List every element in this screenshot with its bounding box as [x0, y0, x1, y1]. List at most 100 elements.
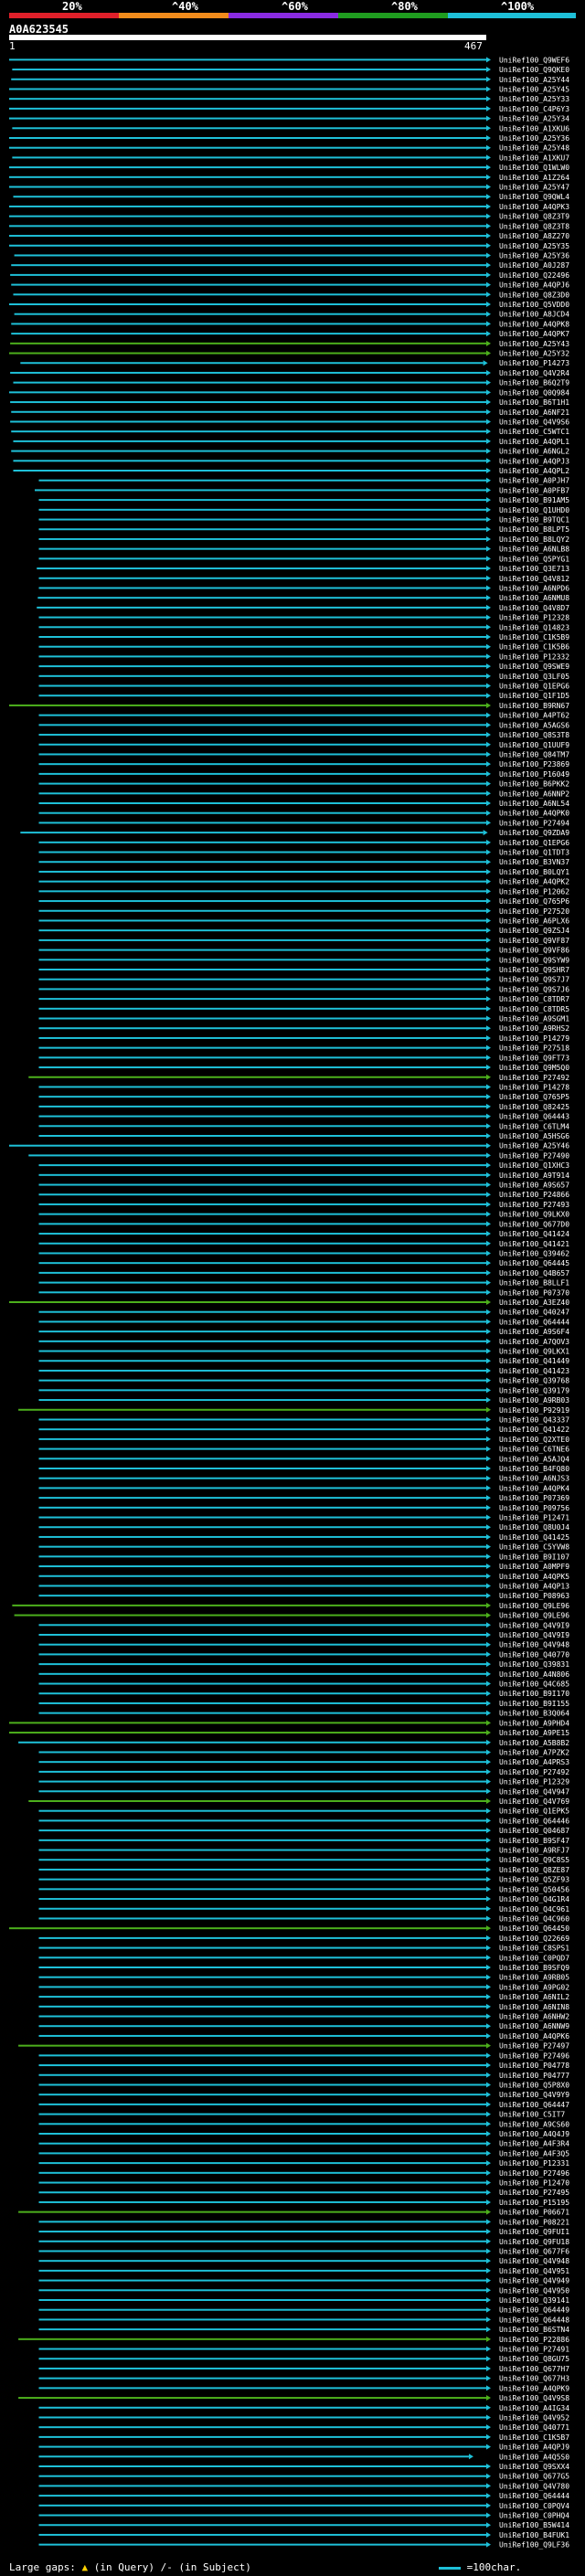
hit-id-label[interactable]: UniRef100_Q677D0 [499, 1220, 569, 1228]
hit-id-label[interactable]: UniRef100_Q9ZDA9 [499, 829, 569, 837]
hit-id-label[interactable]: UniRef100_A25Y46 [499, 1142, 569, 1150]
hit-id-label[interactable]: UniRef100_A6PLX6 [499, 917, 569, 925]
hit-id-label[interactable]: UniRef100_Q9VF86 [499, 947, 569, 955]
hit-id-label[interactable]: UniRef100_Q9FT73 [499, 1054, 569, 1062]
hit-id-label[interactable]: UniRef100_Q1EPG6 [499, 839, 569, 847]
hit-id-label[interactable]: UniRef100_A3EZ40 [499, 1299, 569, 1307]
hit-id-label[interactable]: UniRef100_A4PT62 [499, 712, 569, 720]
hit-id-label[interactable]: UniRef100_A6NHW2 [499, 2013, 569, 2021]
hit-id-label[interactable]: UniRef100_Q4V9I9 [499, 1631, 569, 1639]
hit-id-label[interactable]: UniRef100_Q39462 [499, 1249, 569, 1257]
hit-id-label[interactable]: UniRef100_Q4V9S6 [499, 418, 569, 426]
hit-id-label[interactable]: UniRef100_Q39831 [499, 1660, 569, 1669]
hit-id-label[interactable]: UniRef100_P15195 [499, 2199, 569, 2207]
hit-id-label[interactable]: UniRef100_C0PQD7 [499, 1954, 569, 1962]
hit-id-label[interactable]: UniRef100_A9S6F4 [499, 1328, 569, 1336]
hit-id-label[interactable]: UniRef100_A4QPK5 [499, 1573, 569, 1581]
hit-id-label[interactable]: UniRef100_Q9LKX0 [499, 1211, 569, 1219]
hit-id-label[interactable]: UniRef100_Q4V9S8 [499, 2394, 569, 2402]
hit-id-label[interactable]: UniRef100_B6T1H1 [499, 398, 569, 407]
hit-id-label[interactable]: UniRef100_Q4G1R4 [499, 1895, 569, 1903]
hit-id-label[interactable]: UniRef100_P27518 [499, 1044, 569, 1053]
hit-id-label[interactable]: UniRef100_B9RN67 [499, 702, 569, 710]
hit-id-label[interactable]: UniRef100_Q40247 [499, 1309, 569, 1317]
hit-id-label[interactable]: UniRef100_Q8Z3T8 [499, 222, 569, 230]
hit-id-label[interactable]: UniRef100_A5AGS6 [499, 721, 569, 729]
hit-id-label[interactable]: UniRef100_Q1EPG6 [499, 683, 569, 691]
hit-id-label[interactable]: UniRef100_Q5ZF93 [499, 1876, 569, 1884]
hit-id-label[interactable]: UniRef100_Q4V949 [499, 2277, 569, 2285]
hit-id-label[interactable]: UniRef100_Q9FUI1 [499, 2228, 569, 2236]
hit-id-label[interactable]: UniRef100_P04777 [499, 2072, 569, 2080]
hit-id-label[interactable]: UniRef100_C8TDR7 [499, 995, 569, 1003]
hit-id-label[interactable]: UniRef100_A5HSG6 [499, 1132, 569, 1140]
hit-id-label[interactable]: UniRef100_A4QPK6 [499, 2032, 569, 2041]
hit-id-label[interactable]: UniRef100_Q2XTE0 [499, 1436, 569, 1444]
hit-id-label[interactable]: UniRef100_A4QPJ3 [499, 457, 569, 465]
hit-id-label[interactable]: UniRef100_Q5P8X0 [499, 2081, 569, 2089]
hit-id-label[interactable]: UniRef100_P07370 [499, 1288, 569, 1297]
hit-id-label[interactable]: UniRef100_P09756 [499, 1504, 569, 1512]
hit-id-label[interactable]: UniRef100_Q84TM7 [499, 750, 569, 758]
hit-id-label[interactable]: UniRef100_A25Y36 [499, 251, 569, 260]
hit-id-label[interactable]: UniRef100_A9RHS2 [499, 1024, 569, 1033]
hit-id-label[interactable]: UniRef100_A6NNW9 [499, 2022, 569, 2030]
hit-id-label[interactable]: UniRef100_B6PKK2 [499, 780, 569, 789]
hit-id-label[interactable]: UniRef100_P24866 [499, 1191, 569, 1199]
hit-id-label[interactable]: UniRef100_P27520 [499, 907, 569, 916]
hit-id-label[interactable]: UniRef100_Q4V950 [499, 2286, 569, 2295]
hit-id-label[interactable]: UniRef100_A25Y43 [499, 340, 569, 348]
hit-id-label[interactable]: UniRef100_C0PHQ4 [499, 2512, 569, 2520]
hit-id-label[interactable]: UniRef100_B9TQC1 [499, 516, 569, 525]
hit-id-label[interactable]: UniRef100_A4QPK9 [499, 2384, 569, 2392]
hit-id-label[interactable]: UniRef100_Q677F6 [499, 2247, 569, 2255]
hit-id-label[interactable]: UniRef100_Q9S7J6 [499, 985, 569, 993]
hit-id-label[interactable]: UniRef100_Q3LF05 [499, 673, 569, 681]
hit-id-label[interactable]: UniRef100_P12331 [499, 2159, 569, 2168]
hit-id-label[interactable]: UniRef100_P12332 [499, 652, 569, 661]
hit-id-label[interactable]: UniRef100_P07369 [499, 1494, 569, 1502]
hit-id-label[interactable]: UniRef100_C1K5B7 [499, 2433, 569, 2442]
hit-id-label[interactable]: UniRef100_P14278 [499, 1083, 569, 1091]
hit-id-label[interactable]: UniRef100_Q5PYG1 [499, 555, 569, 563]
hit-id-label[interactable]: UniRef100_A25Y33 [499, 95, 569, 103]
hit-id-label[interactable]: UniRef100_Q41423 [499, 1367, 569, 1375]
hit-id-label[interactable]: UniRef100_P16049 [499, 770, 569, 779]
hit-id-label[interactable]: UniRef100_Q4C685 [499, 1680, 569, 1689]
hit-id-label[interactable]: UniRef100_A0PFB7 [499, 486, 569, 494]
hit-id-label[interactable]: UniRef100_Q8GU75 [499, 2355, 569, 2363]
hit-id-label[interactable]: UniRef100_Q41422 [499, 1426, 569, 1434]
hit-id-label[interactable]: UniRef100_Q4V947 [499, 1787, 569, 1796]
hit-id-label[interactable]: UniRef100_B9I170 [499, 1690, 569, 1698]
hit-id-label[interactable]: UniRef100_Q50456 [499, 1885, 569, 1893]
hit-id-label[interactable]: UniRef100_Q64444 [499, 1318, 569, 1326]
hit-id-label[interactable]: UniRef100_P27496 [499, 2051, 569, 2060]
hit-id-label[interactable]: UniRef100_B3Q064 [499, 1710, 569, 1718]
hit-id-label[interactable]: UniRef100_Q5VDD0 [499, 301, 569, 309]
hit-id-label[interactable]: UniRef100_Q9FU18 [499, 2238, 569, 2246]
hit-id-label[interactable]: UniRef100_Q1TDT3 [499, 849, 569, 857]
hit-id-label[interactable]: UniRef100_A25Y36 [499, 134, 569, 143]
hit-id-label[interactable]: UniRef100_C0PQV4 [499, 2502, 569, 2510]
hit-id-label[interactable]: UniRef100_Q9C8S5 [499, 1856, 569, 1864]
hit-id-label[interactable]: UniRef100_P27492 [499, 1074, 569, 1082]
hit-id-label[interactable]: UniRef100_C8TDR5 [499, 1005, 569, 1013]
hit-id-label[interactable]: UniRef100_P23869 [499, 760, 569, 769]
hit-id-label[interactable]: UniRef100_A4QPK0 [499, 810, 569, 818]
hit-id-label[interactable]: UniRef100_Q9SYW9 [499, 956, 569, 964]
hit-id-label[interactable]: UniRef100_B9I155 [499, 1700, 569, 1708]
hit-id-label[interactable]: UniRef100_Q41424 [499, 1230, 569, 1238]
hit-id-label[interactable]: UniRef100_A1XKU6 [499, 124, 569, 133]
hit-id-label[interactable]: UniRef100_A0MPF9 [499, 1563, 569, 1571]
hit-id-label[interactable]: UniRef100_Q0Q984 [499, 388, 569, 397]
hit-id-label[interactable]: UniRef100_Q9VF87 [499, 937, 569, 945]
hit-id-label[interactable]: UniRef100_A25Y48 [499, 144, 569, 153]
hit-id-label[interactable]: UniRef100_A9PHD4 [499, 1719, 569, 1727]
hit-id-label[interactable]: UniRef100_Q64449 [499, 2306, 569, 2315]
hit-id-label[interactable]: UniRef100_A4QPK4 [499, 1484, 569, 1492]
hit-id-label[interactable]: UniRef100_Q8U0J4 [499, 1523, 569, 1532]
hit-id-label[interactable]: UniRef100_Q9QWL4 [499, 193, 569, 201]
hit-id-label[interactable]: UniRef100_Q64443 [499, 1113, 569, 1121]
hit-id-label[interactable]: UniRef100_Q4V948 [499, 2257, 569, 2265]
hit-id-label[interactable]: UniRef100_P27492 [499, 1768, 569, 1776]
